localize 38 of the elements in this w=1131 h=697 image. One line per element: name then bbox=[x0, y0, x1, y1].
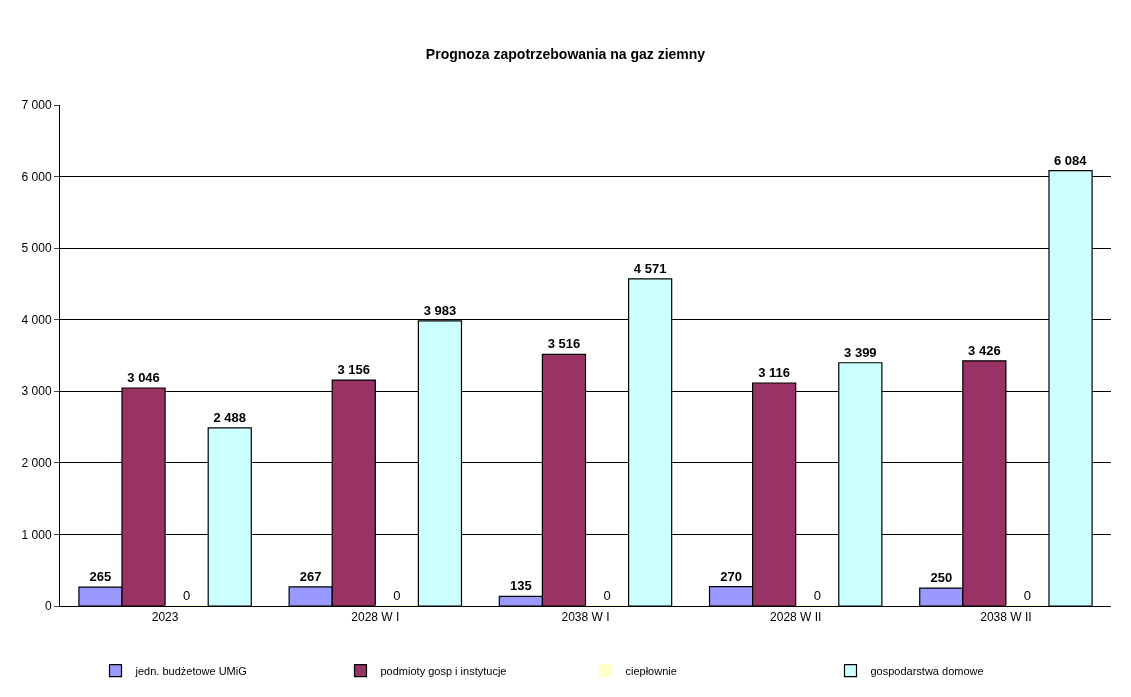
x-tick-label: 2038 W I bbox=[561, 610, 610, 625]
y-tick-label: 1 000 bbox=[21, 527, 52, 542]
data-label: 265 bbox=[89, 569, 112, 585]
data-label: 0 bbox=[1023, 588, 1032, 603]
data-label: 0 bbox=[393, 588, 401, 603]
chart-title: Prognoza zapotrzebowania na gaz ziemny bbox=[425, 45, 706, 62]
data-label: 3 116 bbox=[758, 364, 791, 380]
data-label: 250 bbox=[930, 570, 953, 586]
data-label: 0 bbox=[813, 588, 821, 603]
legend-label: jedn. budżetowe UMiG bbox=[134, 664, 247, 677]
y-tick-label: 3 000 bbox=[21, 384, 52, 399]
data-label: 267 bbox=[299, 568, 322, 584]
data-label: 0 bbox=[183, 588, 191, 603]
data-label: 3 156 bbox=[337, 362, 371, 378]
data-label: 3 983 bbox=[423, 302, 457, 318]
x-tick-label: 2028 W II bbox=[770, 610, 822, 625]
y-tick-label: 2 000 bbox=[21, 456, 52, 471]
x-tick-label: 2028 W I bbox=[351, 610, 400, 625]
legend-label: ciepłownie bbox=[625, 664, 677, 677]
y-tick-label: 6 000 bbox=[21, 169, 52, 184]
data-label: 3 399 bbox=[844, 344, 877, 360]
x-tick-label: 2038 W II bbox=[980, 610, 1032, 625]
data-label: 2 488 bbox=[213, 409, 247, 425]
data-label: 135 bbox=[510, 578, 532, 594]
data-label: 4 571 bbox=[633, 260, 667, 276]
y-tick-label: 5 000 bbox=[21, 241, 52, 256]
legend-label: gospodarstwa domowe bbox=[870, 664, 984, 677]
data-label: 6 084 bbox=[1053, 152, 1088, 168]
data-label: 3 046 bbox=[127, 369, 160, 385]
legend-label: podmioty gosp i instytucje bbox=[380, 664, 507, 677]
x-tick-label: 2023 bbox=[151, 610, 179, 625]
data-label: 0 bbox=[603, 588, 611, 603]
data-label: 3 426 bbox=[968, 342, 1001, 358]
y-tick-label: 7 000 bbox=[21, 98, 52, 113]
data-label: 270 bbox=[720, 568, 742, 584]
y-tick-label: 4 000 bbox=[21, 312, 52, 327]
data-label: 3 516 bbox=[547, 336, 581, 352]
y-tick-label: 0 bbox=[44, 599, 52, 614]
